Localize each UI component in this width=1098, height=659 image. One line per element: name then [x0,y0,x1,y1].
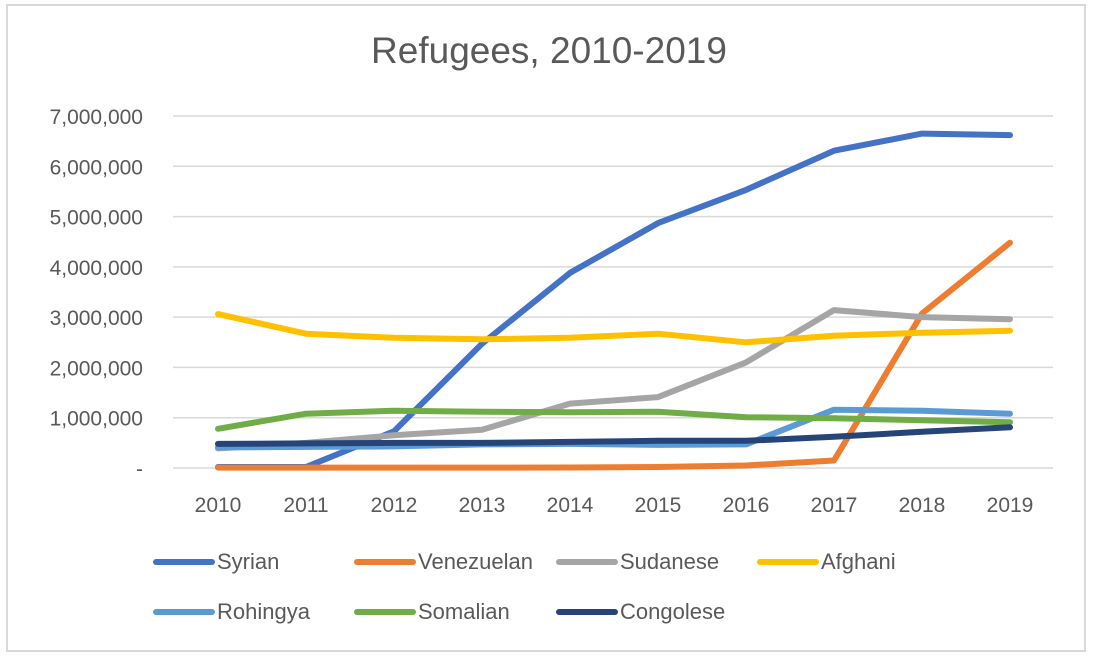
y-tick-label: 7,000,000 [50,106,143,129]
x-tick-label: 2015 [635,494,682,517]
chart-frame [6,4,1086,652]
x-tick-label: 2014 [547,494,594,517]
x-tick-label: 2011 [283,494,328,517]
x-tick-label: 2013 [459,494,506,517]
x-tick-label: 2019 [987,494,1034,517]
x-tick-label: 2018 [899,494,946,517]
chart-title: Refugees, 2010-2019 [371,30,727,71]
y-tick-label: 4,000,000 [50,257,143,280]
series-line-congolese [215,424,1013,447]
y-tick-label: 2,000,000 [50,357,143,380]
y-tick-label: 3,000,000 [50,307,143,330]
y-tick-label: 6,000,000 [50,156,143,179]
x-tick-label: 2010 [195,494,242,517]
x-tick-label: 2012 [371,494,418,517]
x-tick-label: 2016 [723,494,770,517]
series-line-afghani [215,311,1013,346]
series-line-rohingya [215,406,1013,451]
x-tick-label: 2017 [811,494,858,517]
series-line-somalian [215,407,1013,432]
series-lines [215,130,1013,471]
x-axis-ticks: 2010 2011 2012 2013 2014 2015 2016 2017 2018 2019 [195,494,1034,517]
y-tick-label: - [136,458,143,481]
y-axis-ticks: - 1,000,000 2,000,000 3,000,000 4,000,000 5,0… [50,106,143,481]
series-line-venezuelan [215,239,1013,471]
y-tick-label: 5,000,000 [50,207,143,230]
y-tick-label: 1,000,000 [50,408,143,431]
series-line-sudanese [215,307,1013,452]
